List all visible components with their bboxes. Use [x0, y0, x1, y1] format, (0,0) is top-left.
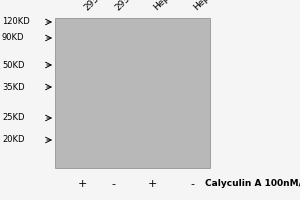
Text: 293: 293: [82, 0, 100, 12]
Text: 90KD: 90KD: [2, 33, 25, 43]
Ellipse shape: [162, 117, 174, 122]
Ellipse shape: [72, 115, 92, 125]
Ellipse shape: [71, 115, 93, 125]
Ellipse shape: [165, 119, 171, 121]
Ellipse shape: [159, 116, 177, 124]
Ellipse shape: [76, 117, 88, 122]
Ellipse shape: [156, 115, 180, 125]
Ellipse shape: [158, 116, 178, 124]
Ellipse shape: [166, 119, 170, 121]
Ellipse shape: [161, 117, 175, 123]
Ellipse shape: [111, 112, 149, 128]
Ellipse shape: [78, 118, 86, 122]
Bar: [55, 18, 210, 168]
Text: 25KD: 25KD: [2, 114, 25, 122]
Ellipse shape: [112, 113, 147, 127]
Ellipse shape: [74, 116, 90, 124]
Text: HepG2: HepG2: [152, 0, 180, 12]
Text: +: +: [147, 179, 157, 189]
Ellipse shape: [73, 116, 91, 124]
Text: 120KD: 120KD: [2, 18, 30, 26]
Ellipse shape: [163, 118, 173, 122]
Ellipse shape: [117, 115, 143, 125]
Ellipse shape: [160, 117, 176, 123]
Ellipse shape: [121, 116, 140, 124]
Ellipse shape: [127, 119, 133, 121]
Text: HepG2: HepG2: [192, 0, 220, 12]
Ellipse shape: [119, 116, 141, 124]
Ellipse shape: [157, 115, 179, 125]
Ellipse shape: [128, 119, 132, 121]
Ellipse shape: [77, 118, 87, 122]
Ellipse shape: [79, 119, 85, 121]
Ellipse shape: [122, 117, 138, 123]
Ellipse shape: [124, 117, 136, 122]
Ellipse shape: [80, 119, 84, 121]
Text: 50KD: 50KD: [2, 60, 25, 70]
Text: 35KD: 35KD: [2, 82, 25, 92]
Text: 293: 293: [113, 0, 131, 12]
Text: +: +: [77, 179, 87, 189]
Text: Calyculin A 100nM/60min: Calyculin A 100nM/60min: [205, 180, 300, 188]
Ellipse shape: [116, 114, 144, 126]
Ellipse shape: [76, 117, 88, 123]
Text: -: -: [111, 179, 115, 189]
Ellipse shape: [75, 117, 89, 123]
Text: 20KD: 20KD: [2, 136, 25, 144]
Text: -: -: [190, 179, 194, 189]
Ellipse shape: [164, 118, 172, 122]
Ellipse shape: [125, 118, 135, 122]
Ellipse shape: [114, 114, 146, 126]
